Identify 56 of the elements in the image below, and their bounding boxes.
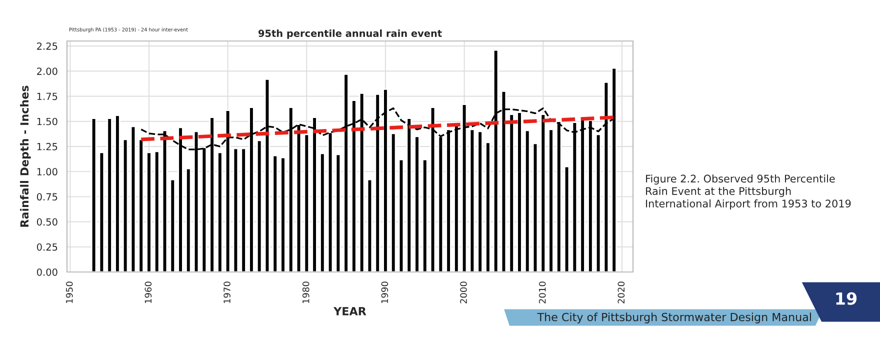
y-tick-label: 0.00: [36, 268, 58, 276]
bar: [130, 126, 136, 272]
x-tick-label: 1980: [302, 282, 310, 304]
y-tick-label: 1.50: [37, 118, 58, 126]
y-axis-title: Rainfall Depth - Inches: [20, 86, 31, 227]
text: The City of Pittsburgh Stormwater Design Manual: [537, 312, 811, 324]
bar: [217, 152, 223, 272]
y-tick-label: 0.25: [36, 243, 58, 251]
bar: [304, 134, 310, 272]
bar: [335, 154, 342, 272]
bar: [548, 128, 554, 272]
chart-title: 95th percentile annual rain event: [258, 29, 442, 39]
x-tick-label: 1960: [144, 282, 152, 304]
bar: [232, 148, 239, 272]
bar: [366, 178, 373, 272]
text: 19: [836, 292, 857, 305]
bar: [90, 118, 97, 272]
x-tick-label: 2010: [538, 282, 546, 304]
bar: [138, 138, 144, 272]
bar: [170, 178, 176, 272]
bar: [240, 148, 246, 272]
x-tick-label: 1970: [224, 282, 230, 304]
bar: [414, 136, 420, 272]
x-tick-label: 1990: [381, 282, 388, 304]
bar: [508, 114, 514, 272]
x-tick-label: 2020: [618, 282, 625, 304]
bar: [186, 168, 192, 272]
bar: [154, 150, 160, 272]
y-tick-label: 0.50: [36, 218, 58, 226]
bar: [256, 140, 262, 272]
bar: [280, 156, 286, 272]
y-tick-label: 1.25: [37, 142, 58, 150]
bar: [532, 142, 538, 272]
bar: [485, 142, 491, 272]
x-tick-label: 1950: [66, 282, 73, 304]
y-tick-label: 0.75: [36, 193, 58, 201]
bar: [398, 158, 404, 272]
bar: [390, 132, 396, 272]
bar: [114, 114, 120, 272]
caption: Figure 2.2. Observed 95th Percentile Rain Event at the Pittsburgh International Airport from 1953 to 2019: [646, 174, 851, 210]
y-tick-label: 1.75: [37, 92, 58, 100]
bar: [122, 138, 128, 272]
y-tick-label: 1.00: [37, 168, 58, 176]
bar: [272, 154, 278, 272]
bar: [106, 118, 112, 272]
bar: [524, 130, 530, 272]
bar: [422, 158, 428, 272]
x-axis-title: YEAR: [333, 307, 366, 316]
bar: [146, 152, 152, 272]
y-tick-label: 2.00: [37, 68, 58, 75]
bar: [477, 130, 483, 272]
bar: [98, 152, 105, 272]
x-tick-label: 2000: [460, 282, 467, 304]
y-tick-label: 2.25: [37, 42, 58, 50]
bar: [564, 166, 570, 272]
bar: [320, 152, 326, 272]
